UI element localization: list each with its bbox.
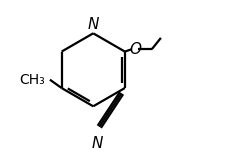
Text: N: N [87, 17, 99, 32]
Text: N: N [91, 136, 102, 151]
Text: O: O [128, 42, 140, 57]
Text: CH₃: CH₃ [20, 73, 45, 87]
